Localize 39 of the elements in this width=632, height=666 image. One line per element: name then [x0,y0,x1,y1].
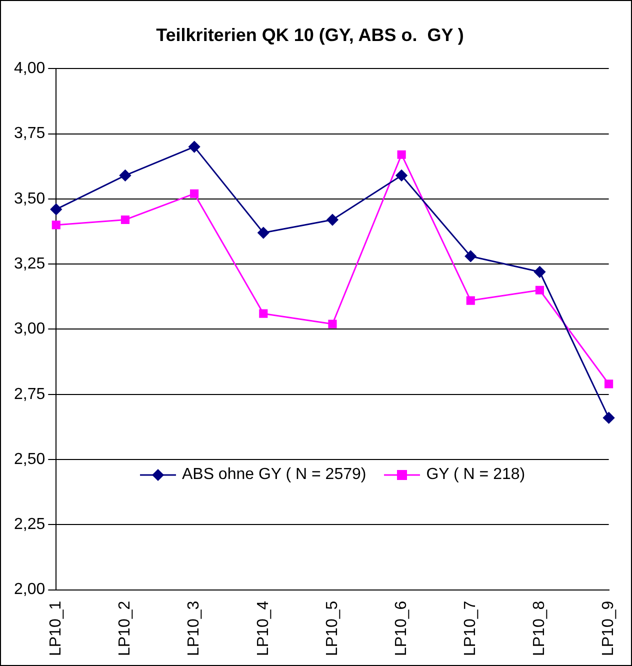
y-tick-label: 2,75 [14,386,46,403]
y-tick-label: 3,25 [14,255,46,272]
y-tick-label: 4,00 [14,60,46,78]
x-tick-label: LP10_3 [186,600,203,656]
point [397,150,406,159]
x-tick-label: LP10_7 [462,600,480,656]
y-tick-label: 3,50 [14,190,46,208]
y-tick-label: 3,75 [14,125,46,142]
x-tick-label: LP10_1 [48,600,65,656]
legend-label: ABS ohne GY ( N = 2579) [182,466,366,484]
y-tick-label: 2,50 [14,450,46,468]
point [396,170,408,182]
point [188,141,200,153]
point [603,412,615,424]
x-tick-label: LP10_6 [392,600,410,656]
point [326,214,338,226]
y-tick-label: 2,25 [14,516,46,534]
point [328,320,337,328]
x-tick-label: LP10_8 [531,600,548,656]
point [120,215,130,224]
point [534,266,546,278]
x-tick-label: LP10_5 [324,600,341,656]
point [52,220,60,230]
point [119,170,131,182]
point [50,204,62,216]
x-tick-label: LP10_2 [116,600,134,656]
point [464,250,476,262]
point [258,227,270,239]
y-tick-label: 2,00 [14,581,46,598]
point [190,189,199,198]
point [259,309,268,318]
point [466,296,475,305]
x-tick-label: LP10_4 [254,600,272,656]
y-tick-label: 3,00 [14,320,46,338]
chart-title: Teilkriterien QK 10 (GY, ABS o. GY ) [156,24,464,45]
point [604,380,614,388]
x-tick-label: LP10_9 [600,600,618,656]
legend-label: GY ( N = 218) [426,466,526,484]
point [535,286,544,294]
